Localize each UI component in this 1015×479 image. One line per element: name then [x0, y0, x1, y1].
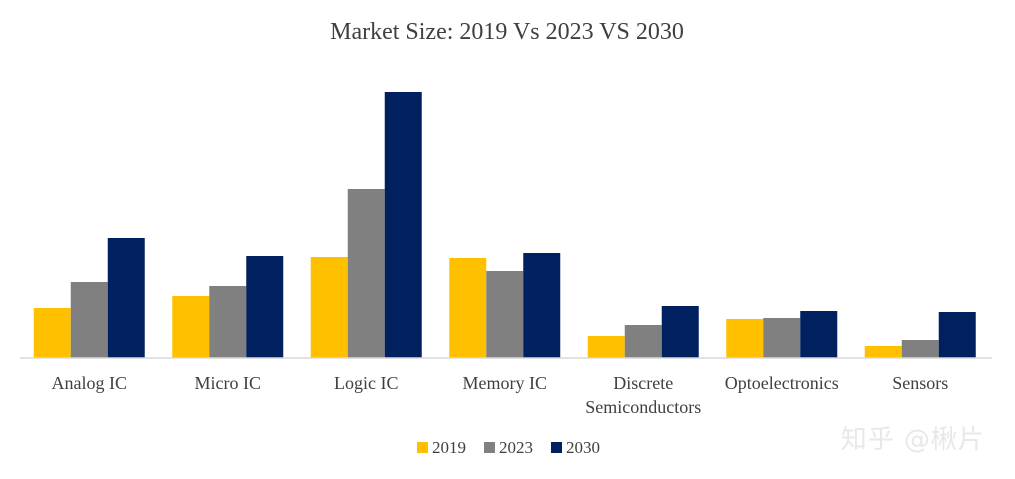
bar-discrete-semiconductors-2019: [587, 336, 625, 358]
category-label-analog-ic: Analog IC: [52, 373, 128, 393]
bar-analog-ic-2030: [107, 238, 145, 358]
bar-logic-ic-2030: [384, 92, 422, 358]
bar-analog-ic-2023: [70, 282, 108, 358]
bar-micro-ic-2019: [172, 296, 210, 358]
bar-sensors-2023: [901, 340, 939, 358]
bar-sensors-2030: [938, 312, 976, 358]
bar-memory-ic-2023: [486, 271, 524, 358]
bar-micro-ic-2030: [246, 256, 284, 358]
category-labels: Analog IC Micro IC Logic IC Memory IC Discre…: [52, 373, 949, 417]
bar-logic-ic-2023: [347, 189, 385, 358]
bar-memory-ic-2030: [523, 253, 561, 358]
bar-optoelectronics-2023: [763, 318, 801, 358]
bars-group: [33, 92, 976, 358]
legend-swatch-2023: [484, 442, 495, 453]
bar-optoelectronics-2019: [726, 319, 764, 358]
legend-swatch-2019: [417, 442, 428, 453]
legend-label-2023: 2023: [499, 438, 533, 457]
legend: 2019 2023 2030: [417, 438, 600, 457]
bar-discrete-semiconductors-2023: [624, 325, 662, 358]
bar-sensors-2019: [864, 346, 902, 358]
bar-memory-ic-2019: [449, 258, 487, 358]
category-label-memory-ic: Memory IC: [463, 373, 548, 393]
bar-micro-ic-2023: [209, 286, 247, 358]
bar-optoelectronics-2030: [800, 311, 838, 358]
legend-swatch-2030: [551, 442, 562, 453]
category-label-logic-ic: Logic IC: [334, 373, 399, 393]
bar-discrete-semiconductors-2030: [661, 306, 699, 358]
legend-label-2019: 2019: [432, 438, 466, 457]
category-label-optoelectronics: Optoelectronics: [725, 373, 839, 393]
category-label-discrete-semiconductors-line1: Discrete: [613, 373, 673, 393]
bar-logic-ic-2019: [310, 257, 348, 358]
bar-analog-ic-2019: [33, 308, 71, 358]
category-label-sensors: Sensors: [892, 373, 948, 393]
legend-label-2030: 2030: [566, 438, 600, 457]
category-label-discrete-semiconductors-line2: Semiconductors: [585, 397, 701, 417]
category-label-micro-ic: Micro IC: [195, 373, 262, 393]
chart-title: Market Size: 2019 Vs 2023 VS 2030: [330, 19, 684, 45]
watermark: 知乎 @楸片: [841, 425, 985, 455]
